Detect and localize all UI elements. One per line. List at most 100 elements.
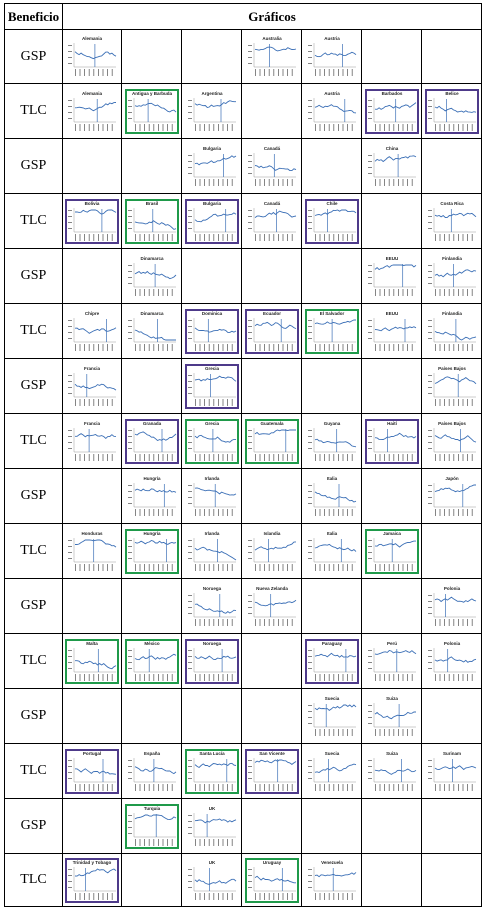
mini-chart-ytick (127, 655, 132, 657)
mini-chart-title: Suecia (324, 696, 339, 701)
mini-chart-xtick (332, 123, 334, 131)
mini-chart-ytick (68, 667, 72, 669)
mini-chart-axis (73, 537, 116, 562)
mini-chart-xtick (79, 233, 81, 241)
mini-chart-xtick (332, 69, 334, 76)
mini-chart-ytick (427, 264, 432, 266)
mini-chart-xtick (212, 838, 214, 846)
mini-chart-axis (193, 757, 236, 782)
mini-chart-ytick (247, 612, 252, 614)
mini-chart-xtick (337, 453, 339, 461)
mini-chart: Polonia (425, 584, 479, 629)
mini-chart-axis (433, 207, 476, 232)
mini-chart-ytick (247, 759, 252, 761)
mini-chart-xtick (286, 618, 288, 626)
mini-chart: Irlanda (185, 529, 239, 574)
table-row: GSP Dinamarca EEUU Finlandia (4, 248, 483, 304)
grid-cell: Surinam (420, 743, 483, 799)
mini-chart-title: Alemania (82, 91, 103, 96)
mini-chart-ytick (187, 814, 192, 816)
grid-cell: EEUU (361, 303, 422, 359)
mini-chart-xtick (88, 398, 90, 406)
mini-chart-xtick (466, 343, 468, 351)
mini-chart-xtick (194, 398, 196, 406)
mini-chart-xtick (443, 618, 445, 626)
mini-chart-xtick (79, 69, 81, 76)
mini-chart: Haití (364, 418, 419, 464)
mini-chart-xtick (379, 123, 380, 131)
mini-chart-ytick (427, 392, 432, 394)
mini-chart-xtick (157, 673, 159, 681)
grid-cell: Suecia (301, 688, 362, 744)
mini-chart-ytick (68, 435, 72, 437)
mini-chart-xtick (411, 728, 413, 736)
benefit-label: GSP (4, 468, 63, 524)
mini-chart-xtick (319, 508, 320, 516)
mini-chart-xtick (314, 69, 316, 76)
mini-chart-ytick (367, 447, 372, 449)
mini-chart: Austria (305, 89, 359, 134)
mini-chart-ytick (247, 447, 252, 449)
mini-chart-xtick (222, 892, 223, 900)
mini-chart-xtick (194, 453, 196, 461)
mini-chart-svg: Honduras (68, 531, 117, 571)
grid-cell: Ecuador (241, 303, 302, 359)
mini-chart-xtick (111, 892, 113, 900)
mini-chart-xtick (199, 453, 200, 461)
mini-chart-xtick (217, 508, 219, 516)
mini-chart-ytick (427, 209, 432, 211)
grid-cell: Costa Rica (420, 193, 483, 249)
mini-chart-xtick (259, 178, 260, 186)
mini-chart-xtick (102, 69, 104, 76)
mini-chart-title: Ecuador (262, 311, 280, 316)
mini-chart-ytick (307, 759, 312, 761)
mini-chart-xtick (406, 673, 408, 681)
mini-chart-ytick (187, 868, 192, 870)
mini-chart-ytick (427, 337, 432, 339)
grid-cell: México (121, 633, 182, 689)
mini-chart-axis (73, 43, 116, 68)
mini-chart-xtick (457, 508, 459, 516)
mini-chart-title: Costa Rica (440, 201, 464, 206)
mini-chart-xtick (392, 343, 394, 351)
mini-chart-xtick (402, 453, 403, 461)
mini-chart-title: EEUU (385, 311, 398, 316)
mini-chart-ytick (247, 166, 252, 168)
mini-chart-xtick (388, 178, 390, 186)
mini-chart-series (134, 270, 176, 279)
mini-chart-xtick (263, 453, 265, 461)
mini-chart-xtick (162, 563, 163, 571)
mini-chart-xtick (351, 892, 353, 900)
mini-chart-xtick (282, 69, 283, 76)
mini-chart-xtick (332, 508, 334, 516)
mini-chart-ytick (307, 209, 312, 211)
mini-chart-xtick (466, 618, 468, 626)
mini-chart-title: Francia (84, 366, 101, 371)
mini-chart-axis (313, 647, 356, 672)
mini-chart-xtick (194, 343, 196, 351)
mini-chart: Ecuador (244, 308, 299, 354)
mini-chart-xtick (166, 673, 168, 681)
mini-chart-ytick (367, 99, 372, 101)
benefit-label: TLC (4, 83, 63, 139)
mini-chart-xtick (411, 123, 413, 131)
mini-chart-title: Austria (324, 91, 340, 96)
mini-chart-xtick (98, 563, 99, 571)
grid-cell: Uruguay (241, 853, 302, 907)
mini-chart-svg: Suecia (307, 751, 356, 791)
mini-chart-ytick (307, 51, 312, 52)
grid-cell (241, 358, 302, 414)
grid-cell: Trinidad y Tobago (62, 853, 122, 907)
mini-chart-xtick (342, 673, 343, 681)
mini-chart-xtick (208, 398, 210, 406)
mini-chart: Italia (305, 474, 359, 519)
mini-chart-ytick (187, 832, 192, 834)
mini-chart-ytick (127, 282, 132, 284)
mini-chart-xtick (152, 783, 154, 791)
mini-chart-title: Guyana (323, 421, 340, 426)
mini-chart-ytick (127, 221, 132, 223)
mini-chart-xtick (143, 343, 145, 351)
mini-chart-ytick (307, 111, 312, 113)
mini-chart-ytick (127, 539, 132, 541)
mini-chart-ytick (68, 551, 72, 553)
